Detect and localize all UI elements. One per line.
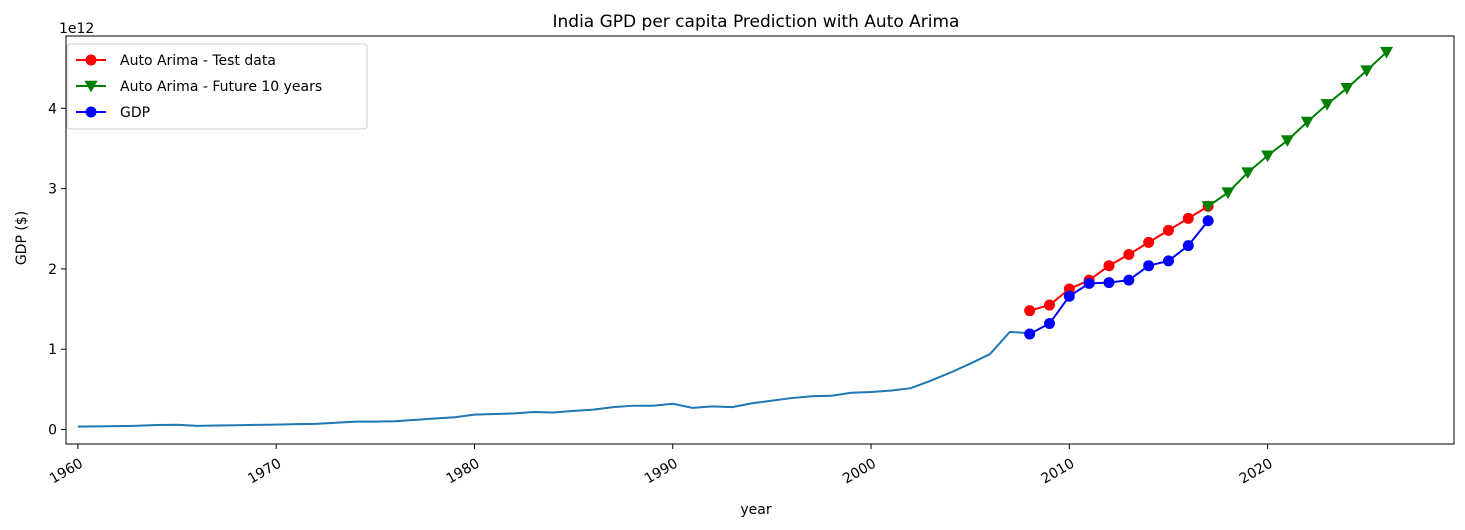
y-axis-label: GDP ($) (14, 211, 30, 265)
data-point (1043, 318, 1055, 330)
data-point (1143, 236, 1155, 248)
x-tick-label: 1990 (642, 456, 681, 488)
data-point (1380, 46, 1394, 59)
data-point (1221, 187, 1235, 200)
data-point (1103, 277, 1115, 289)
legend-entry: GDP (76, 105, 150, 121)
data-point (1241, 167, 1255, 180)
x-tick-label: 1980 (444, 456, 483, 488)
y-tick-label: 1 (48, 342, 57, 358)
data-point (1063, 290, 1075, 302)
y-offset-label: 1e12 (59, 21, 94, 37)
legend: Auto Arima - Test data Auto Arima - Futur… (66, 43, 368, 130)
x-tick-label: 2000 (840, 456, 879, 488)
data-point (1043, 299, 1055, 311)
data-point (1182, 212, 1194, 224)
x-axis-label: year (740, 502, 771, 518)
y-tick-label: 2 (48, 262, 57, 278)
series-0 (77, 330, 1030, 428)
legend-label: GDP (120, 105, 150, 121)
data-point (1123, 274, 1135, 286)
x-tick-label: 2010 (1038, 456, 1077, 488)
y-tick-label: 4 (48, 101, 57, 117)
data-point (1083, 277, 1095, 289)
data-point (1340, 83, 1354, 95)
data-point (84, 80, 98, 93)
series-layer (77, 46, 1394, 428)
y-axis: 0 1 2 3 4 (48, 101, 66, 439)
data-point (1024, 328, 1036, 340)
data-point (1201, 201, 1215, 213)
data-point (1162, 224, 1174, 236)
data-point (1123, 248, 1135, 260)
data-point (1300, 116, 1314, 129)
x-axis: 1960 1970 1980 1990 2000 2010 2020 (47, 444, 1276, 487)
data-point (1360, 65, 1374, 78)
series-line (1029, 205, 1209, 312)
x-tick-label: 2020 (1237, 456, 1276, 488)
series-line (1207, 51, 1388, 208)
data-point (1182, 240, 1194, 252)
legend-label: Auto Arima - Test data (120, 53, 276, 69)
series-3 (1024, 215, 1214, 340)
x-tick-label: 1970 (245, 456, 284, 488)
data-point (1261, 150, 1275, 163)
data-point (1024, 305, 1036, 317)
legend-label: Auto Arima - Future 10 years (120, 79, 322, 95)
data-point (1103, 260, 1115, 272)
series-line (1029, 220, 1209, 335)
data-point (85, 106, 97, 118)
series-line (77, 330, 1030, 428)
data-point (1280, 135, 1294, 147)
data-point (85, 54, 97, 66)
data-point (1162, 255, 1174, 267)
x-tick-label: 1960 (47, 456, 86, 488)
data-point (1320, 99, 1334, 111)
y-tick-label: 3 (48, 182, 57, 198)
data-point (1143, 260, 1155, 272)
legend-entry: Auto Arima - Future 10 years (76, 79, 322, 95)
legend-box (66, 43, 368, 130)
data-point (1202, 215, 1214, 227)
legend-entry: Auto Arima - Test data (76, 53, 276, 69)
chart-title: India GPD per capita Prediction with Aut… (553, 12, 960, 32)
y-tick-label: 0 (48, 423, 57, 439)
series-2 (1201, 46, 1394, 213)
